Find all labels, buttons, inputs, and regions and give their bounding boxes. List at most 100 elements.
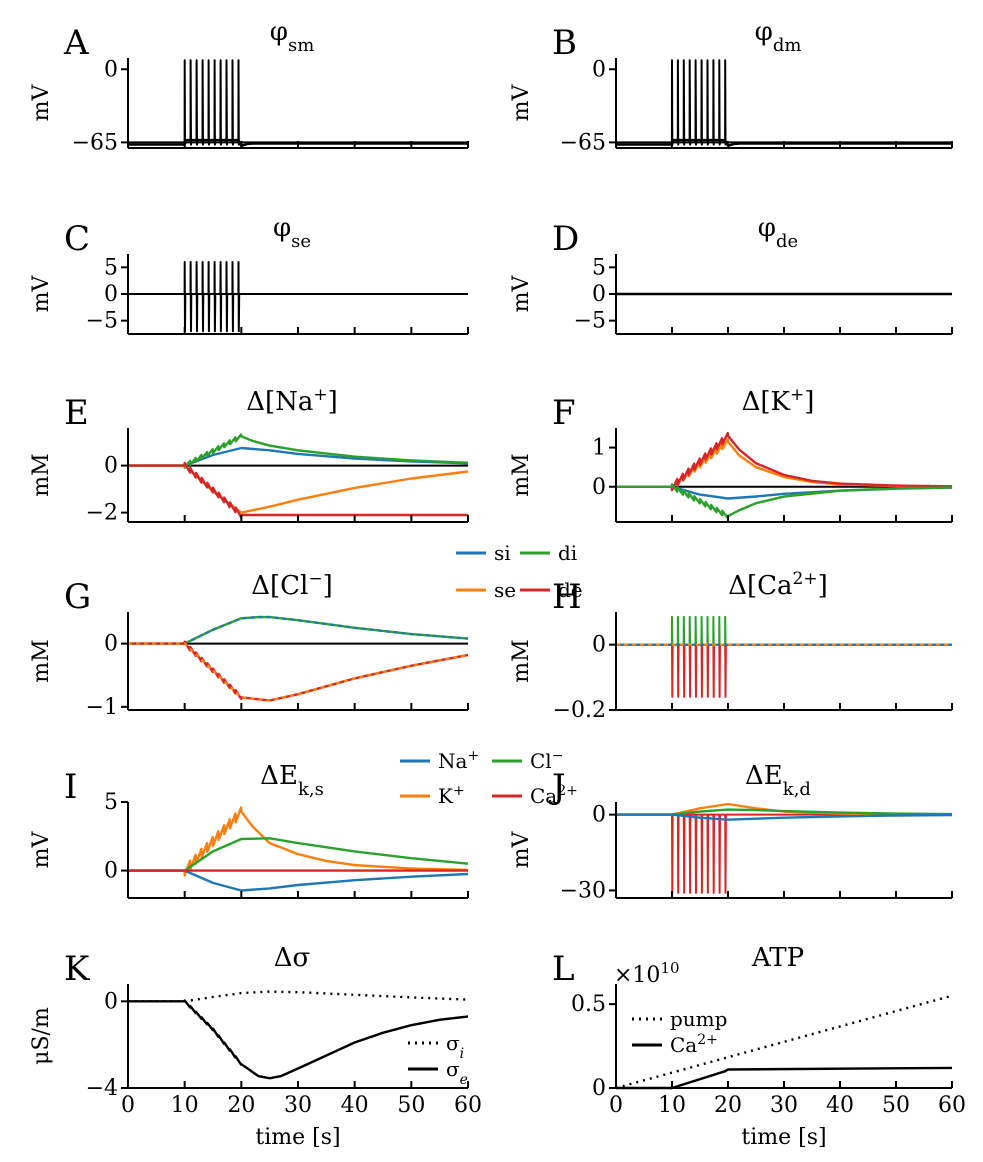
x-tick-label: 50 xyxy=(397,1093,425,1118)
y-tick-label: 0 xyxy=(592,57,606,82)
y-tick-label: −4 xyxy=(86,1076,118,1101)
series-Cl xyxy=(128,837,469,872)
legend-label: Ca2+ xyxy=(670,1032,718,1057)
x-axis-label: time [s] xyxy=(255,1125,340,1150)
series-e xyxy=(127,999,469,1080)
x-tick-label: 30 xyxy=(770,1093,798,1118)
panel-letter: F xyxy=(552,393,576,433)
series-i xyxy=(128,990,469,1003)
series-de xyxy=(127,461,469,519)
series-Cl xyxy=(616,808,953,816)
legend-label: σi xyxy=(446,1031,464,1062)
legend-compartments: si di se de xyxy=(456,541,583,602)
panel-L: L ATP 0 10 20 30 40 50 60 0.5 0 time [s] xyxy=(552,943,966,1150)
y-axis-label: μS/m xyxy=(29,1007,54,1065)
series-di xyxy=(616,615,952,646)
y-tick-label: 0 xyxy=(104,632,118,657)
y-tick-label: 0 xyxy=(104,859,118,884)
panel-title: φse xyxy=(273,213,311,252)
y-tick-label: −30 xyxy=(560,878,606,903)
panel-H: H Δ[Ca2+] 0 −0.2 mM xyxy=(509,569,953,723)
panel-letter: B xyxy=(552,23,577,63)
y-tick-label: 0 xyxy=(592,1076,606,1101)
series-se xyxy=(128,464,469,514)
panel-J: J ΔEk,d 0 −30 mV xyxy=(509,761,953,903)
series-si xyxy=(128,615,469,645)
series-K xyxy=(127,806,469,877)
y-tick-label: −0.2 xyxy=(553,698,606,723)
legend-ions: Na+ Cl− K+ Ca2+ xyxy=(400,748,578,808)
y-axis-label: mV xyxy=(509,275,534,313)
panel-title: φsm xyxy=(270,17,315,56)
y-tick-label: 0 xyxy=(104,454,118,479)
legend-label: si xyxy=(494,541,511,565)
x-tick-label: 50 xyxy=(882,1093,910,1118)
panel-letter: K xyxy=(64,949,90,989)
series-pump xyxy=(615,994,953,1090)
y-axis-label: mM xyxy=(509,639,534,682)
panel-title: Δ[Ca2+] xyxy=(728,569,828,601)
series-line0 xyxy=(128,261,468,333)
panel-E: E Δ[Na+] 0 −2 mM xyxy=(29,385,469,526)
y-tick-label: −2 xyxy=(86,501,118,526)
legend-label: Na+ xyxy=(438,748,479,773)
panel-letter: A xyxy=(63,23,89,63)
x-tick-label: 0 xyxy=(609,1093,623,1118)
series-di xyxy=(615,483,953,520)
panel-letter: G xyxy=(64,577,91,617)
series-Na xyxy=(128,869,469,892)
y-tick-label: 0.5 xyxy=(571,992,606,1017)
series-line0 xyxy=(616,59,952,146)
y-tick-label: −1 xyxy=(86,695,118,720)
x-tick-label: 40 xyxy=(341,1093,369,1118)
x-tick-label: 0 xyxy=(121,1093,135,1118)
x-tick-label: 40 xyxy=(826,1093,854,1118)
legend-label: se xyxy=(494,578,516,602)
x-tick-label: 60 xyxy=(454,1093,482,1118)
y-tick-label: 0 xyxy=(104,57,118,82)
legend-label: pump xyxy=(670,1007,727,1031)
series-se xyxy=(128,642,469,702)
legend-label: Cl− xyxy=(530,748,563,773)
series-di xyxy=(127,433,469,469)
y-tick-label: 5 xyxy=(592,255,606,280)
legend-label: K+ xyxy=(438,783,465,808)
panel-letter: C xyxy=(64,219,90,259)
panel-letter: H xyxy=(552,577,582,617)
panel-title: ΔEk,d xyxy=(745,761,811,800)
series-se xyxy=(615,438,953,491)
panel-title: φde xyxy=(758,213,798,252)
panel-I: I ΔEk,s 5 0 mV xyxy=(29,761,469,899)
panel-title: ATP xyxy=(751,943,804,973)
panel-title: Δ[Na+] xyxy=(246,385,338,417)
panel-title: φdm xyxy=(755,17,802,56)
panel-title: Δ[K+] xyxy=(742,385,815,417)
panel-title: Δ[Cl−] xyxy=(251,569,333,601)
y-axis-label: mV xyxy=(509,84,534,122)
y-axis-label: mV xyxy=(509,831,534,869)
x-tick-label: 30 xyxy=(284,1093,312,1118)
y-axis-label: mV xyxy=(29,84,54,122)
y-tick-label: 0 xyxy=(592,475,606,500)
series-de xyxy=(127,640,469,702)
x-tick-label: 60 xyxy=(938,1093,966,1118)
y-axis-label: mV xyxy=(29,275,54,313)
series-Na xyxy=(616,813,953,821)
series-si xyxy=(128,446,469,467)
series-de xyxy=(616,643,952,698)
y-tick-label: 0 xyxy=(592,803,606,828)
panel-F: F Δ[K+] 1 0 mM xyxy=(509,385,953,523)
series-de xyxy=(615,431,953,492)
y-tick-label: 1 xyxy=(592,436,606,461)
legend-label: σe xyxy=(446,1057,468,1088)
y-tick-label: 0 xyxy=(104,282,118,307)
y-tick-label: 5 xyxy=(104,255,118,280)
legend-label: Ca2+ xyxy=(530,783,578,808)
y-tick-label: 0 xyxy=(104,989,118,1014)
